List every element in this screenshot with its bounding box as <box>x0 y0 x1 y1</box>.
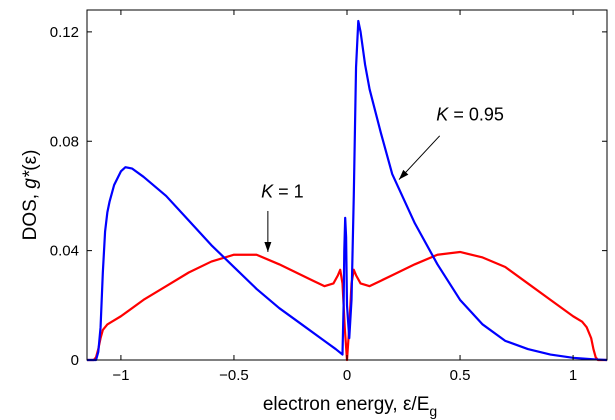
tick-layer: −1 −0.5 0 0.5 1 0 0.04 0.08 0.12 <box>50 10 607 384</box>
series-line-k-0-95 <box>87 19 608 362</box>
y-tick-label: 0 <box>71 352 79 369</box>
annotation-layer: K = 1 K = 0.95 <box>261 105 504 252</box>
x-axis-title-subscript: g <box>429 403 437 419</box>
x-tick-label: −0.5 <box>219 367 249 384</box>
y-tick-label: 0.08 <box>50 133 79 150</box>
annotation-arrowhead <box>264 241 272 252</box>
annotation-label-k-1: K = 1 <box>261 181 304 201</box>
y-axis-title-symbol: g* <box>20 170 41 189</box>
annotation-arrowhead <box>399 169 409 180</box>
annotation-label-k-0-95: K = 0.95 <box>436 105 504 125</box>
x-tick-label: 0.5 <box>450 367 471 384</box>
x-tick-label: −1 <box>112 367 129 384</box>
y-tick-label: 0.04 <box>50 243 79 260</box>
x-tick-label: 1 <box>569 367 577 384</box>
y-tick-label: 0.12 <box>50 24 79 41</box>
x-tick-label: 0 <box>343 367 351 384</box>
series-layer <box>87 19 608 362</box>
x-axis-title: electron energy, ε/Eg <box>263 394 437 419</box>
y-axis-title: DOS, g*(ε) <box>20 150 41 241</box>
